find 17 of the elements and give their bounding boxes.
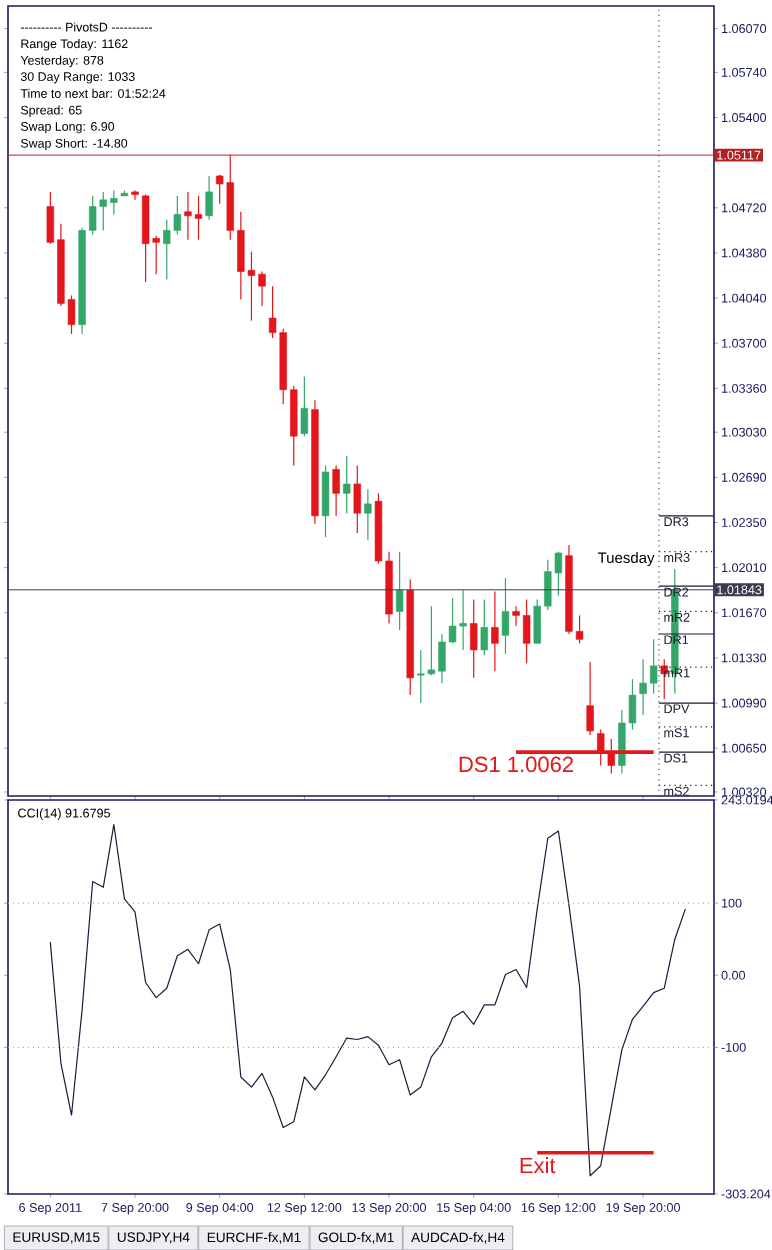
candlestick <box>131 189 139 201</box>
candlestick <box>321 464 330 538</box>
candlestick <box>353 464 361 534</box>
candlestick <box>501 577 510 655</box>
line-series <box>49 823 686 1177</box>
candlestick <box>470 598 478 679</box>
candlestick <box>364 488 372 541</box>
candlestick <box>343 455 351 514</box>
candlestick <box>586 661 594 736</box>
series-label: DS1 1.0062 <box>459 756 574 773</box>
series-label: Exit <box>520 1157 556 1174</box>
candlestick <box>332 464 340 517</box>
candlestick <box>395 551 404 631</box>
candlestick <box>491 590 499 672</box>
candlestick <box>300 375 309 437</box>
candlestick <box>205 175 213 221</box>
candlestick <box>480 598 488 656</box>
